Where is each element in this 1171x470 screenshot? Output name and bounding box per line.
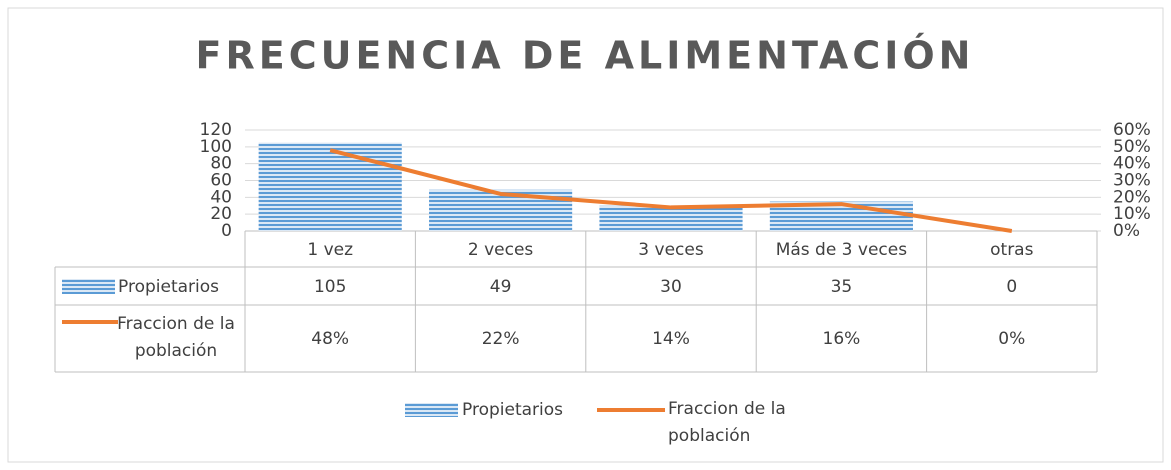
bar (258, 142, 402, 231)
y-tick-label: 120 (200, 120, 232, 140)
y2-tick-label: 0% (1113, 221, 1140, 241)
table-value: 105 (314, 277, 346, 297)
y-tick-label: 100 (200, 137, 232, 157)
table-row-label: Fraccion de la población (117, 314, 235, 361)
table-value: 16% (823, 329, 861, 349)
x-tick-label: 3 veces (638, 240, 704, 260)
table-value: 49 (490, 277, 512, 297)
table-value: 30 (660, 277, 682, 297)
y2-tick-label: 60% (1113, 120, 1151, 140)
line (329, 148, 1013, 233)
x-tick-label: 2 veces (468, 240, 534, 260)
chart-title: FRECUENCIA DE ALIMENTACIÓN (196, 34, 975, 78)
y-tick-label: 20 (210, 204, 232, 224)
table-value: 35 (831, 277, 853, 297)
table-value: 48% (311, 329, 349, 349)
y2-tick-label: 20% (1113, 187, 1151, 207)
table-value: 0% (998, 329, 1025, 349)
y2-tick-label: 10% (1113, 204, 1151, 224)
x-tick-label: 1 vez (307, 240, 353, 260)
table-value: 14% (652, 329, 690, 349)
y2-tick-label: 40% (1113, 154, 1151, 174)
legend-label: Fraccion de la población (668, 399, 786, 446)
y-tick-label: 80 (210, 154, 232, 174)
y-tick-label: 60 (210, 171, 232, 191)
y2-tick-label: 50% (1113, 137, 1151, 157)
table-value: 22% (482, 329, 520, 349)
table-row-label: Propietarios (118, 277, 219, 297)
table-key-bar (62, 279, 115, 294)
y-tick-label: 0 (221, 221, 232, 241)
x-tick-label: otras (990, 240, 1033, 260)
bar (599, 205, 743, 231)
table-value: 0 (1006, 277, 1017, 297)
y2-tick-label: 30% (1113, 171, 1151, 191)
x-tick-label: Más de 3 veces (776, 240, 908, 260)
legend-label: Propietarios (462, 400, 563, 420)
y-tick-label: 40 (210, 187, 232, 207)
legend-key-bar (405, 403, 458, 417)
